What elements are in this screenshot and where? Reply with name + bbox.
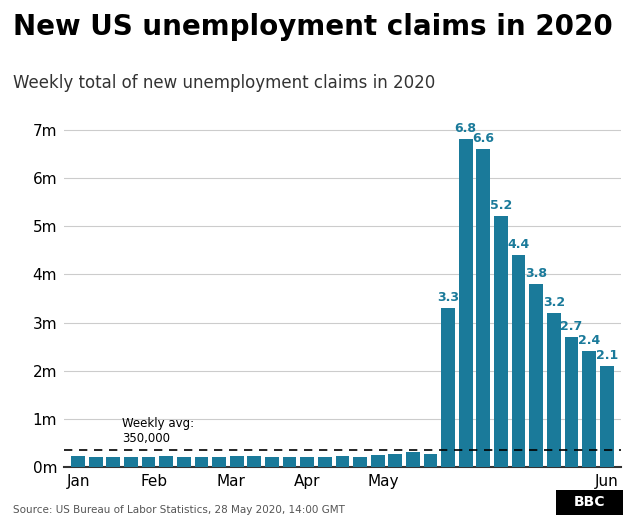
- Bar: [230, 457, 244, 467]
- Text: BBC: BBC: [573, 496, 605, 509]
- Text: Source: US Bureau of Labor Statistics, 28 May 2020, 14:00 GMT: Source: US Bureau of Labor Statistics, 2…: [13, 505, 345, 515]
- Text: 2.4: 2.4: [578, 334, 600, 347]
- Bar: [141, 457, 156, 467]
- Text: New US unemployment claims in 2020: New US unemployment claims in 2020: [13, 13, 612, 41]
- Bar: [159, 456, 173, 467]
- Bar: [441, 308, 455, 467]
- Bar: [248, 456, 261, 467]
- Bar: [318, 457, 332, 467]
- Bar: [512, 255, 525, 467]
- Text: 3.8: 3.8: [525, 267, 547, 280]
- Bar: [371, 455, 385, 467]
- Text: 5.2: 5.2: [490, 199, 512, 212]
- Text: 6.8: 6.8: [455, 122, 477, 135]
- Text: 3.2: 3.2: [543, 295, 565, 308]
- Bar: [71, 457, 85, 467]
- Bar: [195, 457, 208, 467]
- Bar: [353, 457, 367, 467]
- Bar: [529, 284, 543, 467]
- Bar: [177, 457, 191, 467]
- Bar: [89, 457, 102, 467]
- Bar: [494, 216, 508, 467]
- Bar: [582, 351, 596, 467]
- Bar: [124, 457, 138, 467]
- Bar: [283, 457, 296, 467]
- Bar: [265, 457, 279, 467]
- Bar: [212, 457, 226, 467]
- Bar: [335, 457, 349, 467]
- Text: 2.7: 2.7: [561, 320, 582, 333]
- Bar: [106, 457, 120, 467]
- Text: 4.4: 4.4: [508, 238, 530, 251]
- Text: 3.3: 3.3: [437, 291, 459, 304]
- Text: Weekly avg:
350,000: Weekly avg: 350,000: [122, 417, 195, 445]
- Text: Weekly total of new unemployment claims in 2020: Weekly total of new unemployment claims …: [13, 74, 435, 92]
- Bar: [406, 452, 420, 467]
- Bar: [600, 366, 614, 467]
- Text: 2.1: 2.1: [596, 349, 618, 362]
- Bar: [300, 457, 314, 467]
- Bar: [388, 454, 402, 467]
- Bar: [547, 313, 561, 467]
- Bar: [564, 337, 579, 467]
- Bar: [477, 149, 490, 467]
- Bar: [424, 454, 437, 467]
- Bar: [459, 140, 472, 467]
- Text: 6.6: 6.6: [472, 132, 494, 145]
